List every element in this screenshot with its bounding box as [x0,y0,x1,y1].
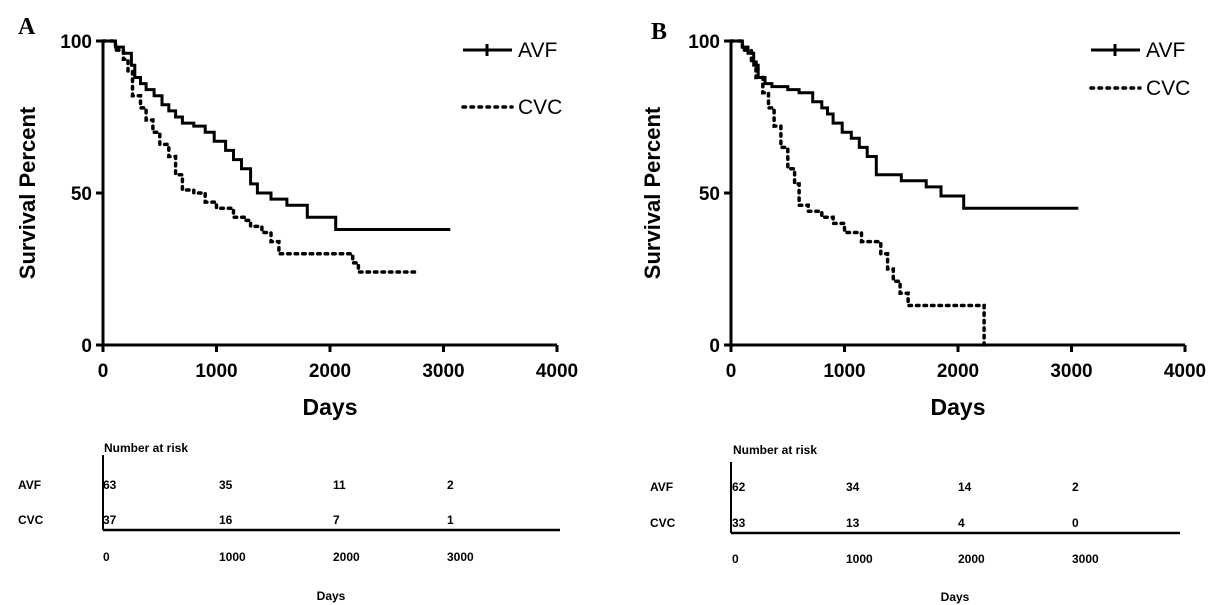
risk-table-a-title: Number at risk [104,441,188,455]
risk-table-a-x-tick-label: 3000 [447,550,474,564]
chart-a-x-ticks [101,345,559,352]
chart-b-plot [729,39,1079,347]
risk-table-b-cell: 34 [846,480,860,494]
risk-table-a-cell: 16 [219,513,233,527]
chart-b-y-axis-title: Survival Percent [640,106,665,279]
chart-b-x-tick-label: 2000 [937,361,979,382]
risk-table-a-x-axis-title: Days [317,589,346,603]
chart-a-y-tick-label: 100 [60,32,92,53]
risk-table-b-x-tick-label: 2000 [958,552,985,566]
risk-table-b-x-tick-label: 3000 [1072,552,1099,566]
risk-table-b-cell: 2 [1072,480,1079,494]
chart-b-axes: 0 50 100 0 1000 2000 3000 4000 Days Surv… [640,32,1206,420]
chart-a-legend: AVF CVC [461,39,562,119]
risk-table-a: Number at risk AVF 63 35 11 2 CVC 37 16 … [18,441,560,603]
chart-b-y-tick-label: 0 [709,336,720,357]
risk-table-a-cell: 37 [103,513,117,527]
chart-a-x-axis-title: Days [303,394,358,420]
chart-b-x-tick-label: 1000 [823,361,865,382]
chart-a-y-axis-title: Survival Percent [15,106,40,279]
risk-table-a-cell: 63 [103,478,117,492]
risk-table-b-cell: 62 [732,480,746,494]
risk-table-b-row-label: CVC [650,516,676,530]
chart-a-x-tick-label: 3000 [422,361,464,382]
chart-a-x-tick-label: 0 [98,361,109,382]
risk-table-b-cell: 4 [958,516,965,530]
chart-a-plot [101,39,451,274]
risk-table-b-cell: 13 [846,516,860,530]
risk-table-b-cell: 33 [732,516,746,530]
risk-table-b-title: Number at risk [733,443,817,457]
legend-a-avf-label: AVF [518,39,557,62]
risk-table-b-cell: 14 [958,480,972,494]
legend-b-avf-label: AVF [1146,39,1185,62]
panel-label-b: B [651,19,667,45]
risk-table-b-x-tick-label: 1000 [846,552,873,566]
chart-b-x-tick-label: 0 [726,361,737,382]
panel-b: B 0 50 100 0 1000 2000 3000 40 [640,19,1206,420]
chart-b-x-axis-title: Days [931,394,986,420]
chart-a-y-tick-label: 50 [71,184,92,205]
risk-table-a-cell: 1 [447,513,454,527]
risk-table-b-row-label: AVF [650,480,673,494]
risk-table-a-cell: 7 [333,513,340,527]
chart-b-y-tick-label: 100 [688,32,720,53]
chart-a-x-tick-label: 4000 [536,361,578,382]
risk-table-b-x-axis-title: Days [941,590,970,604]
curve-a-cvc [101,39,417,274]
chart-a-x-tick-label: 2000 [309,361,351,382]
chart-a-axes: 0 50 100 0 1000 2000 3000 4000 Days Surv… [15,32,578,420]
risk-table-a-row-label: CVC [18,513,44,527]
panel-label-a: A [18,14,36,40]
risk-table-b-cell: 0 [1072,516,1079,530]
chart-b-x-tick-label: 3000 [1050,361,1092,382]
risk-table-a-cell: 2 [447,478,454,492]
chart-a-y-tick-label: 0 [81,336,92,357]
risk-table-a-cell: 35 [219,478,233,492]
risk-table-a-x-tick-label: 2000 [333,550,360,564]
curve-a-avf [103,39,451,231]
curve-b-avf [731,39,1079,210]
risk-table-b-x-tick-label: 0 [732,552,739,566]
chart-b-x-ticks [729,345,1187,352]
chart-a-x-tick-label: 1000 [195,361,237,382]
curve-b-cvc [729,39,986,347]
chart-b-x-tick-label: 4000 [1164,361,1206,382]
panel-a: A 0 50 100 0 1000 2000 3000 40 [15,14,578,420]
chart-b-y-tick-label: 50 [699,184,720,205]
risk-table-a-row-label: AVF [18,478,41,492]
risk-table-b: Number at risk AVF 62 34 14 2 CVC 33 13 … [650,443,1180,604]
legend-a-cvc-label: CVC [518,96,562,119]
chart-b-legend: AVF CVC [1089,39,1190,100]
legend-b-cvc-label: CVC [1146,77,1190,100]
risk-table-a-cell: 11 [333,478,346,492]
risk-table-a-x-tick-label: 1000 [219,550,246,564]
risk-table-a-x-tick-label: 0 [103,550,110,564]
